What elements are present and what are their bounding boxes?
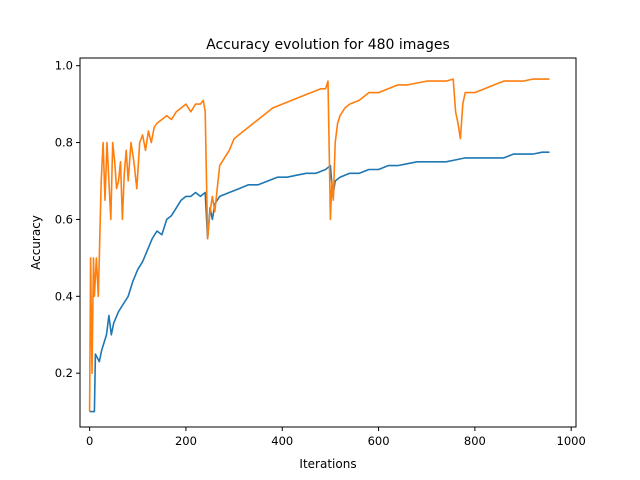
series-line-1 <box>89 151 550 413</box>
x-tick-label: 800 <box>464 434 486 448</box>
x-axis-label: Iterations <box>299 457 356 471</box>
x-tick-label: 400 <box>271 434 293 448</box>
y-tick-label: 0.2 <box>55 366 73 380</box>
chart-title: Accuracy evolution for 480 images <box>206 37 450 53</box>
y-tick-label: 0.8 <box>55 136 73 150</box>
y-axis-label: Accuracy <box>29 215 43 270</box>
y-tick-label: 0.6 <box>55 212 73 226</box>
y-axis: 0.2 0.4 0.6 0.8 1.0 <box>55 59 80 380</box>
y-tick-label: 1.0 <box>55 59 73 73</box>
x-axis: 0 200 400 600 800 1000 <box>86 427 586 448</box>
series-line-2 <box>88 78 550 412</box>
y-tick-label: 0.4 <box>55 289 73 303</box>
x-tick-label: 0 <box>86 434 93 448</box>
x-tick-label: 600 <box>368 434 390 448</box>
series-layer <box>88 78 550 413</box>
x-tick-label: 1000 <box>557 434 586 448</box>
plot-frame <box>79 57 577 428</box>
x-tick-label: 200 <box>175 434 197 448</box>
